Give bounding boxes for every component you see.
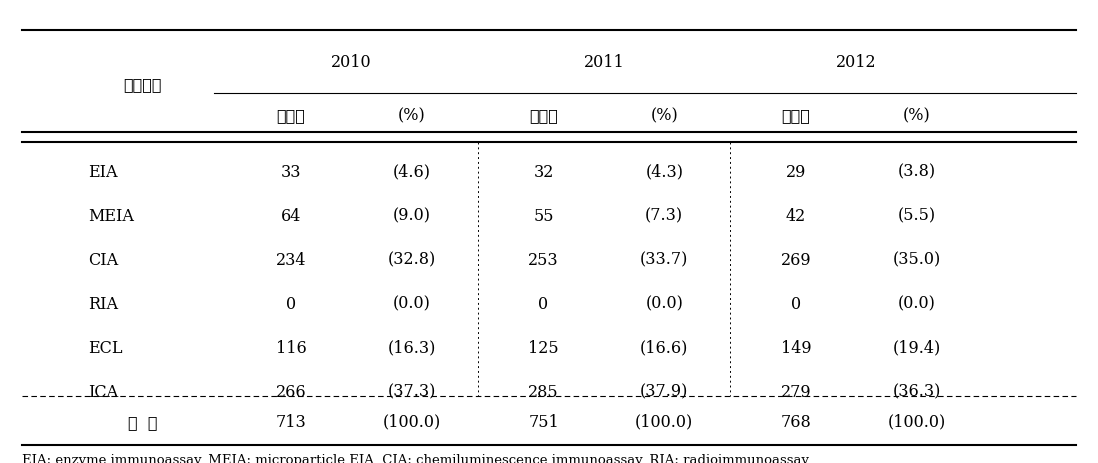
Text: (0.0): (0.0) bbox=[898, 296, 935, 313]
Text: (19.4): (19.4) bbox=[893, 340, 941, 357]
Text: (37.9): (37.9) bbox=[640, 384, 688, 400]
Text: (0.0): (0.0) bbox=[393, 296, 430, 313]
Text: (16.6): (16.6) bbox=[640, 340, 688, 357]
Text: CIA: CIA bbox=[88, 252, 117, 269]
Text: (100.0): (100.0) bbox=[382, 414, 441, 431]
Text: 253: 253 bbox=[528, 252, 559, 269]
Text: 279: 279 bbox=[781, 384, 811, 400]
Text: 768: 768 bbox=[781, 414, 811, 431]
Text: 234: 234 bbox=[276, 252, 306, 269]
Text: (37.3): (37.3) bbox=[388, 384, 436, 400]
Text: 2010: 2010 bbox=[332, 54, 371, 71]
Text: 269: 269 bbox=[781, 252, 811, 269]
Text: 55: 55 bbox=[534, 208, 553, 225]
Text: (%): (%) bbox=[397, 107, 426, 124]
Text: (100.0): (100.0) bbox=[635, 414, 694, 431]
Text: 0: 0 bbox=[538, 296, 549, 313]
Text: 기관수: 기관수 bbox=[782, 108, 810, 123]
Text: 751: 751 bbox=[528, 414, 559, 431]
Text: 2012: 2012 bbox=[837, 54, 876, 71]
Text: (4.6): (4.6) bbox=[393, 164, 430, 181]
Text: (3.8): (3.8) bbox=[898, 164, 935, 181]
Text: (0.0): (0.0) bbox=[646, 296, 683, 313]
Text: MEIA: MEIA bbox=[88, 208, 134, 225]
Text: 266: 266 bbox=[276, 384, 306, 400]
Text: 0: 0 bbox=[791, 296, 802, 313]
Text: 0: 0 bbox=[285, 296, 296, 313]
Text: 64: 64 bbox=[281, 208, 301, 225]
Text: (5.5): (5.5) bbox=[898, 208, 935, 225]
Text: (7.3): (7.3) bbox=[646, 208, 683, 225]
Text: 기관수: 기관수 bbox=[529, 108, 558, 123]
Text: 2011: 2011 bbox=[583, 54, 625, 71]
Text: RIA: RIA bbox=[88, 296, 117, 313]
Text: 285: 285 bbox=[528, 384, 559, 400]
Text: (35.0): (35.0) bbox=[893, 252, 941, 269]
Text: 713: 713 bbox=[276, 414, 306, 431]
Text: (4.3): (4.3) bbox=[646, 164, 683, 181]
Text: (100.0): (100.0) bbox=[887, 414, 946, 431]
Text: 116: 116 bbox=[276, 340, 306, 357]
Text: (36.3): (36.3) bbox=[893, 384, 941, 400]
Text: 기관수: 기관수 bbox=[277, 108, 305, 123]
Text: 32: 32 bbox=[534, 164, 553, 181]
Text: (%): (%) bbox=[650, 107, 679, 124]
Text: 33: 33 bbox=[281, 164, 301, 181]
Text: (33.7): (33.7) bbox=[640, 252, 688, 269]
Text: ICA: ICA bbox=[88, 384, 117, 400]
Text: 42: 42 bbox=[786, 208, 806, 225]
Text: 125: 125 bbox=[528, 340, 559, 357]
Text: 29: 29 bbox=[786, 164, 806, 181]
Text: ECL: ECL bbox=[88, 340, 122, 357]
Text: EIA: EIA bbox=[88, 164, 117, 181]
Text: (32.8): (32.8) bbox=[388, 252, 436, 269]
Text: 완  계: 완 계 bbox=[128, 415, 157, 430]
Text: (%): (%) bbox=[903, 107, 931, 124]
Text: 149: 149 bbox=[781, 340, 811, 357]
Text: (16.3): (16.3) bbox=[388, 340, 436, 357]
Text: 검사방법: 검사방법 bbox=[123, 77, 163, 92]
Text: (9.0): (9.0) bbox=[393, 208, 430, 225]
Text: EIA: enzyme immunoassay, MEIA: microparticle EIA, CIA: chemiluminescence immunoa: EIA: enzyme immunoassay, MEIA: micropart… bbox=[22, 454, 811, 463]
